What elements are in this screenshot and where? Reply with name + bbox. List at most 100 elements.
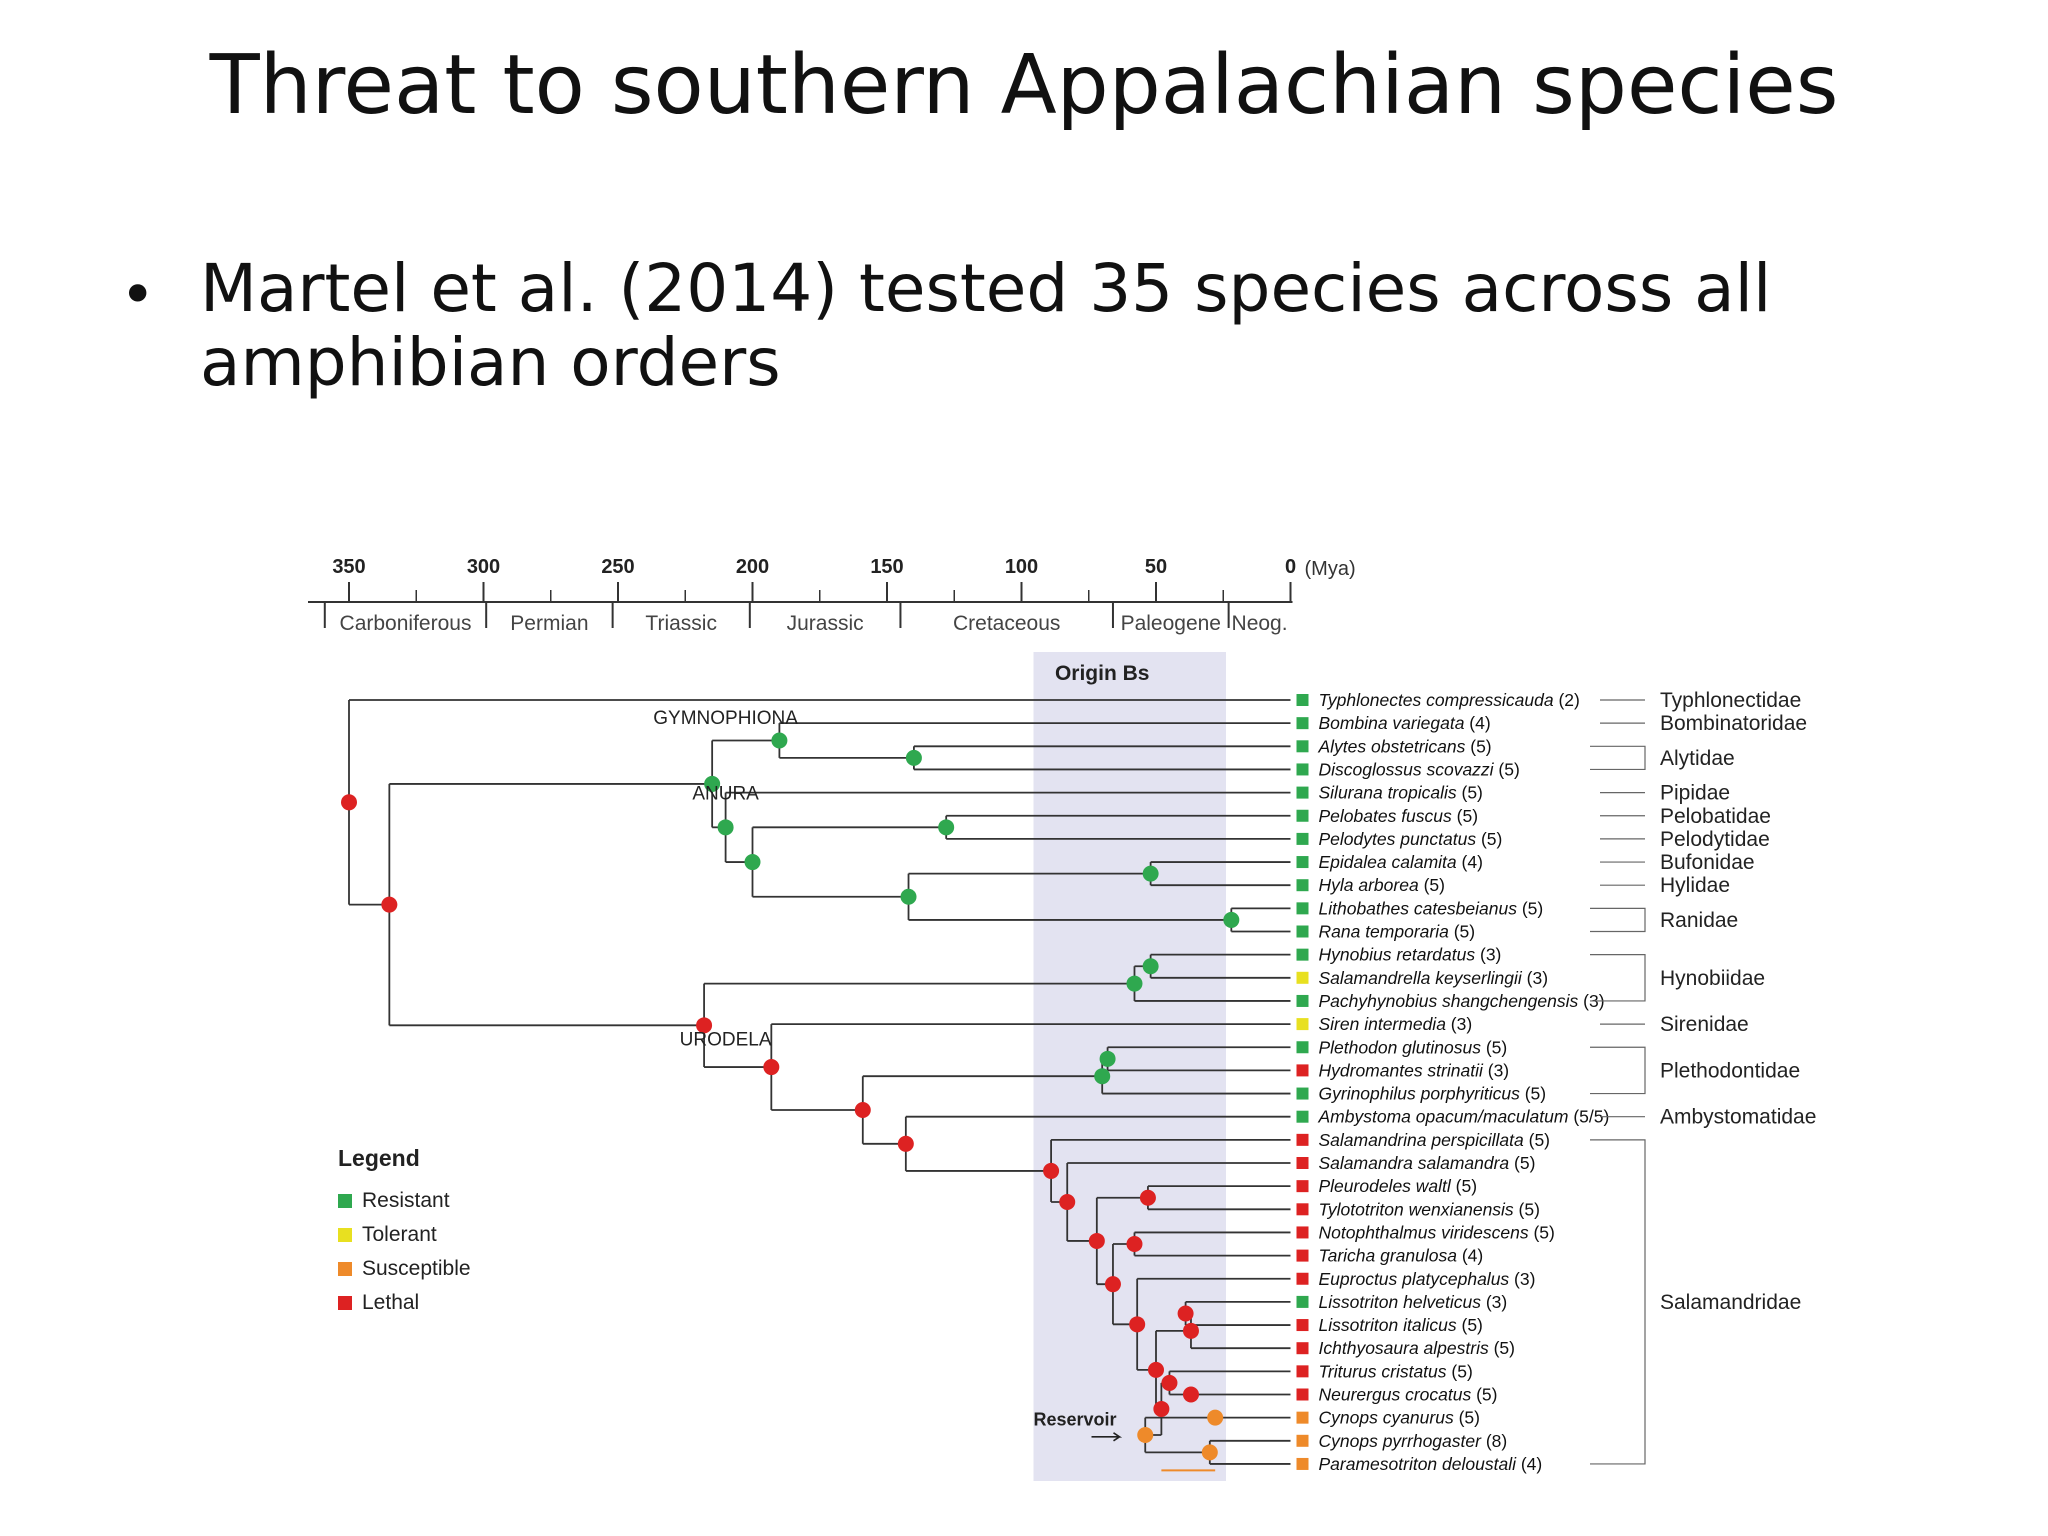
species-label: Bombina variegata (4) — [1319, 713, 1491, 733]
species-count: (8) — [1481, 1431, 1507, 1451]
tip-status-square — [1296, 1411, 1309, 1424]
family-bracket — [1590, 1139, 1646, 1465]
species-label: Cynops cyanurus (5) — [1319, 1408, 1480, 1428]
tip-status-square — [1296, 994, 1309, 1007]
species-label: Ichthyosaura alpestris (5) — [1319, 1338, 1515, 1358]
legend-swatch — [338, 1228, 352, 1242]
family-label: Salamandridae — [1660, 1291, 1801, 1314]
species-name: Pachyhynobius shangchengensis — [1319, 991, 1579, 1011]
species-count: (5) — [1509, 1153, 1535, 1173]
node-marker — [381, 896, 398, 913]
species-label: Rana temporaria (5) — [1319, 922, 1476, 942]
species-label: Triturus cristatus (5) — [1319, 1361, 1473, 1381]
family-label: Typhlonectidae — [1660, 689, 1801, 712]
tip-status-square — [1296, 786, 1309, 799]
species-label: Pelodytes punctatus (5) — [1319, 829, 1503, 849]
node-marker — [744, 854, 761, 871]
node-marker — [897, 1135, 914, 1152]
order-label: ANURA — [692, 784, 759, 805]
tip-status-square — [1296, 1133, 1309, 1146]
species-count: (5) — [1481, 1037, 1507, 1057]
family-bracket — [1590, 907, 1646, 933]
family-bracket — [1590, 954, 1646, 1002]
tip-status-square — [1296, 856, 1309, 869]
species-count: (4) — [1464, 713, 1490, 733]
origin-label: Origin Bs — [1055, 662, 1150, 685]
legend-label: Susceptible — [362, 1257, 471, 1280]
tip-status-square — [1296, 1226, 1309, 1239]
tip-status-square — [1296, 1249, 1309, 1262]
tip-status-square — [1296, 1342, 1309, 1355]
node-marker — [1142, 958, 1159, 975]
node-marker — [1137, 1427, 1154, 1444]
tip-status-square — [1296, 694, 1309, 706]
reservoir-label: Reservoir — [1034, 1410, 1117, 1430]
species-name: Plethodon glutinosus — [1319, 1037, 1482, 1057]
family-bracket — [1590, 1046, 1646, 1095]
species-name: Pelobates fuscus — [1319, 806, 1453, 826]
species-count: (5) — [1517, 898, 1543, 918]
species-count: (5) — [1476, 829, 1502, 849]
species-name: Gyrinophilus porphyriticus — [1319, 1084, 1521, 1104]
tip-status-square — [1296, 1295, 1309, 1308]
axis-tick-label: 350 — [332, 556, 365, 578]
node-marker — [1059, 1193, 1076, 1210]
axis-tick-label: 0 — [1285, 556, 1296, 578]
reservoir-arrow — [1091, 1432, 1123, 1442]
tip-status-square — [1296, 1064, 1309, 1077]
species-label: Plethodon glutinosus (5) — [1319, 1037, 1508, 1057]
species-count: (3) — [1522, 968, 1548, 988]
node-marker — [1223, 911, 1240, 928]
family-label: Ambystomatidae — [1660, 1106, 1816, 1129]
species-count: (5) — [1452, 806, 1478, 826]
species-name: Pleurodeles waltl — [1319, 1176, 1452, 1196]
species-name: Tylototriton wenxianensis — [1319, 1199, 1514, 1219]
species-name: Alytes obstetricans — [1318, 736, 1466, 756]
species-count: (5) — [1514, 1199, 1540, 1219]
species-count: (5) — [1454, 1408, 1480, 1428]
node-marker — [1201, 1444, 1218, 1461]
family-label: Hylidae — [1660, 874, 1730, 897]
node-marker — [341, 794, 357, 811]
species-name: Discoglossus scovazzi — [1319, 759, 1495, 779]
order-label: GYMNOPHIONA — [653, 708, 798, 729]
tip-status-square — [1296, 1180, 1309, 1193]
tip-status-square — [1296, 1087, 1309, 1100]
slide-title: Threat to southern Appalachian species — [209, 38, 1839, 133]
family-label: Plethodontidae — [1660, 1059, 1800, 1082]
species-name: Salamandrina perspicillata — [1319, 1130, 1525, 1150]
species-label: Taricha granulosa (4) — [1319, 1246, 1484, 1266]
family-label: Sirenidae — [1660, 1013, 1749, 1036]
family-bracket — [1590, 745, 1646, 771]
tip-status-square — [1296, 948, 1309, 961]
tip-status-square — [1296, 809, 1309, 822]
legend-swatch — [338, 1194, 352, 1208]
species-name: Salamandrella keyserlingii — [1319, 968, 1523, 988]
species-label: Lissotriton helveticus (3) — [1319, 1292, 1508, 1312]
species-count: (3) — [1446, 1014, 1472, 1034]
bullet-text: Martel et al. (2014) tested 35 species a… — [200, 250, 1772, 401]
legend-label: Lethal — [362, 1291, 419, 1314]
node-marker — [704, 775, 721, 792]
node-marker — [1207, 1409, 1224, 1426]
order-label: URODELA — [680, 1029, 772, 1050]
species-name: Lissotriton italicus — [1319, 1315, 1457, 1335]
node-marker — [1182, 1386, 1199, 1403]
species-name: Paramesotriton deloustali — [1319, 1454, 1518, 1474]
species-name: Cynops pyrrhogaster — [1319, 1431, 1483, 1451]
species-label: Discoglossus scovazzi (5) — [1319, 759, 1520, 779]
legend-label: Tolerant — [362, 1223, 437, 1246]
node-marker — [1142, 865, 1159, 882]
species-label: Pachyhynobius shangchengensis (3) — [1319, 991, 1605, 1011]
tip-status-square — [1296, 1319, 1309, 1332]
family-label: Pelodytidae — [1660, 828, 1770, 851]
axis-tick-label: 150 — [870, 556, 903, 578]
node-marker — [717, 819, 734, 836]
species-count: (5) — [1447, 1361, 1473, 1381]
species-name: Salamandra salamandra — [1319, 1153, 1510, 1173]
species-label: Notophthalmus viridescens (5) — [1319, 1222, 1555, 1242]
species-name: Silurana tropicalis — [1319, 783, 1457, 803]
axis-unit: (Mya) — [1305, 558, 1356, 580]
legend-label: Resistant — [362, 1189, 450, 1212]
species-count: (5) — [1457, 783, 1483, 803]
